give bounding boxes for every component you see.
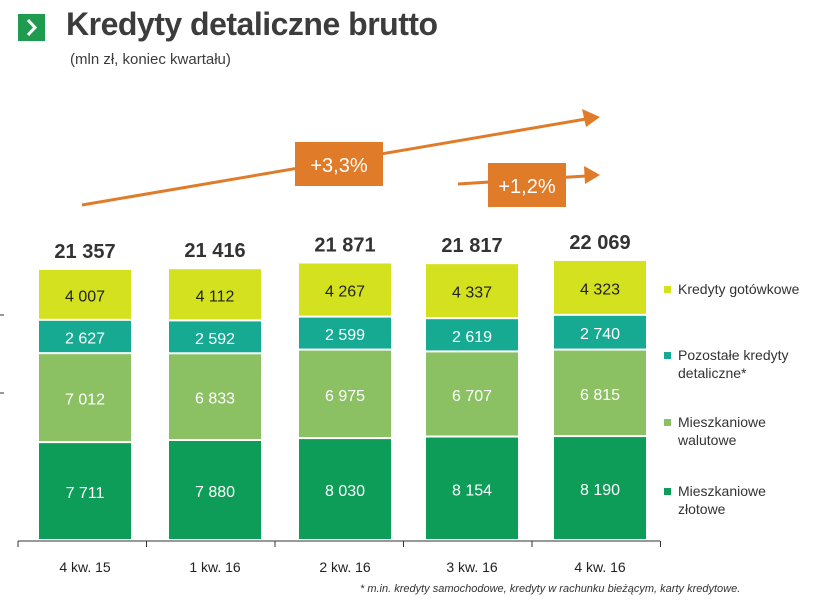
growth-label: +3,3% bbox=[310, 155, 367, 177]
bar-segment bbox=[39, 443, 131, 539]
data-label: 4 267 bbox=[325, 284, 365, 301]
legend-label: Kredyty gotówkowe bbox=[678, 281, 800, 297]
legend-label: Pozostałe kredyty detaliczne* bbox=[678, 347, 789, 381]
bar-segment bbox=[554, 260, 646, 314]
data-label: 6 707 bbox=[452, 388, 492, 405]
footnote: * m.in. kredyty samochodowe, kredyty w r… bbox=[360, 583, 741, 595]
bar-segment bbox=[169, 269, 261, 320]
growth-badge bbox=[488, 163, 566, 207]
bar-segment bbox=[554, 315, 646, 349]
data-label: 4 007 bbox=[65, 288, 105, 305]
total-label: 21 817 bbox=[441, 235, 502, 257]
x-tick-label: 3 kw. 16 bbox=[446, 559, 498, 575]
x-tick-label: 4 kw. 15 bbox=[59, 559, 111, 575]
data-label: 6 815 bbox=[580, 387, 620, 404]
legend-swatch bbox=[664, 352, 671, 359]
total-label: 21 416 bbox=[184, 240, 245, 262]
bar-segment bbox=[169, 354, 261, 440]
data-label: 8 030 bbox=[325, 483, 365, 500]
legend-label: Mieszkaniowe walutowe bbox=[678, 414, 766, 448]
x-tick-label: 4 kw. 16 bbox=[574, 559, 626, 575]
bar-segment bbox=[299, 263, 391, 316]
bar-segment bbox=[39, 269, 131, 319]
legend-item-zlotowe: Mieszkaniowe złotowe bbox=[664, 482, 814, 522]
data-label: 4 112 bbox=[196, 288, 235, 305]
legend-item-pozostale: Pozostałe kredyty detaliczne* bbox=[664, 346, 814, 406]
bar-segment bbox=[554, 350, 646, 436]
growth-label: +1,2% bbox=[498, 176, 555, 198]
data-label: 8 154 bbox=[452, 482, 492, 499]
bar-segment bbox=[426, 264, 518, 318]
data-label: 2 619 bbox=[452, 329, 492, 346]
bar-segment bbox=[39, 320, 131, 353]
page-subtitle: (mln zł, koniec kwartału) bbox=[70, 51, 231, 68]
data-label: 7 711 bbox=[66, 485, 105, 502]
bar-segment bbox=[39, 354, 131, 442]
bar-segment bbox=[299, 317, 391, 349]
legend-swatch bbox=[664, 488, 671, 495]
data-label: 8 190 bbox=[580, 482, 620, 499]
total-label: 22 069 bbox=[569, 232, 630, 254]
bar-segment bbox=[169, 321, 261, 353]
legend-item-gotowkowe: Kredyty gotówkowe bbox=[664, 280, 814, 320]
bar-segment bbox=[426, 352, 518, 436]
chevron-right-icon bbox=[18, 14, 45, 41]
data-label: 2 627 bbox=[65, 330, 105, 347]
legend-label: Mieszkaniowe złotowe bbox=[678, 483, 766, 517]
total-label: 21 871 bbox=[314, 234, 375, 256]
x-tick-label: 1 kw. 16 bbox=[189, 559, 241, 575]
data-label: 4 337 bbox=[452, 285, 492, 302]
legend-swatch bbox=[664, 419, 671, 426]
bar-segment bbox=[299, 439, 391, 539]
trend-arrowhead bbox=[582, 109, 600, 127]
growth-badge bbox=[295, 142, 383, 186]
data-label: 2 592 bbox=[195, 331, 235, 348]
data-label: 2 740 bbox=[580, 326, 620, 343]
bar-segment bbox=[426, 319, 518, 351]
bar-segment bbox=[554, 437, 646, 539]
total-label: 21 357 bbox=[54, 241, 115, 263]
data-label: 2 599 bbox=[325, 327, 365, 344]
data-label: 4 323 bbox=[580, 281, 620, 298]
page-title: Kredyty detaliczne brutto bbox=[66, 6, 438, 42]
bar-segment bbox=[426, 437, 518, 539]
trend-arrowhead bbox=[584, 166, 600, 184]
legend-swatch bbox=[664, 286, 671, 293]
data-label: 7 012 bbox=[65, 392, 105, 409]
data-label: 6 975 bbox=[325, 388, 365, 405]
bar-segment bbox=[169, 441, 261, 539]
x-tick-label: 2 kw. 16 bbox=[319, 559, 371, 575]
legend-item-walutowe: Mieszkaniowe walutowe bbox=[664, 413, 814, 453]
bar-segment bbox=[299, 350, 391, 438]
data-label: 6 833 bbox=[195, 391, 235, 408]
data-label: 7 880 bbox=[195, 484, 235, 501]
